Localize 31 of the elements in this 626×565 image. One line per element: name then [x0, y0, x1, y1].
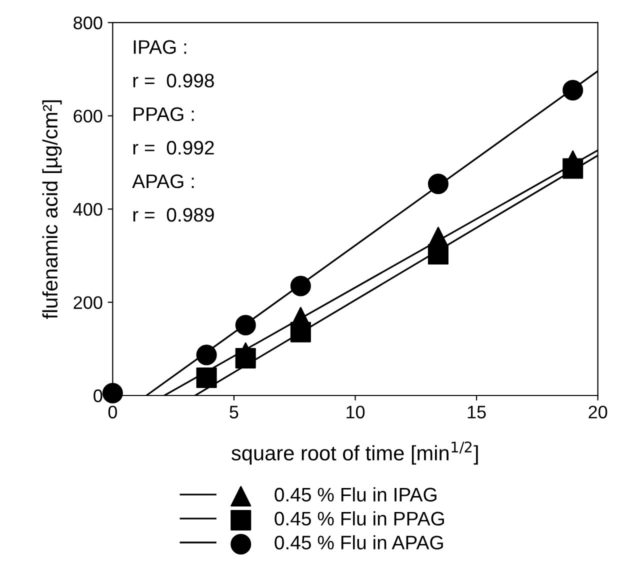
y-tick-label: 600 — [74, 110, 102, 123]
x-tick-label: 10 — [346, 406, 365, 418]
x-tick-label: 20 — [588, 406, 608, 418]
point — [235, 314, 256, 336]
point — [196, 368, 217, 388]
legend-label: 0.45 % Flu in IPAG — [274, 487, 436, 502]
annotation: APAG : — [132, 174, 194, 188]
point — [290, 276, 311, 296]
legend-label: 0.45 % Flu in APAG — [274, 535, 443, 550]
annotation: r = 0.989 — [133, 208, 214, 222]
point — [562, 80, 584, 100]
y-tick-label: 200 — [74, 296, 102, 309]
y-tick-label: 400 — [73, 202, 102, 216]
annotation: r = 0.998 — [133, 74, 214, 88]
x-tick-label: 5 — [230, 406, 238, 418]
annotation: r = 0.992 — [133, 140, 214, 155]
point — [428, 174, 448, 194]
x-tick-label: 0 — [108, 406, 117, 418]
annotation: PPAG : — [134, 107, 194, 122]
x-axis-title: square root of time [min$^{1/2}$] — [232, 442, 478, 465]
point — [562, 158, 584, 179]
x-tick-label: 15 — [468, 406, 486, 418]
point — [428, 244, 448, 265]
annotation: IPAG : — [134, 40, 186, 54]
y-tick-label: 0 — [94, 389, 102, 402]
point — [196, 344, 217, 366]
point — [290, 322, 311, 342]
legend-label: 0.45 % Flu in PPAG — [274, 511, 444, 526]
point — [102, 382, 123, 404]
y-tick-label: 800 — [74, 16, 102, 30]
y-axis-title: flufenamic acid [µg/cm²] — [42, 100, 62, 319]
